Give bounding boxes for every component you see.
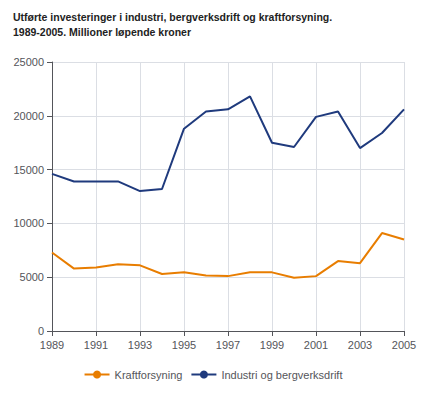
svg-text:1989: 1989 (40, 339, 64, 351)
svg-text:15000: 15000 (13, 164, 44, 176)
svg-text:2003: 2003 (348, 339, 372, 351)
svg-text:0: 0 (38, 325, 44, 337)
svg-text:Industri og bergverksdrift: Industri og bergverksdrift (221, 369, 342, 381)
svg-text:1997: 1997 (216, 339, 240, 351)
svg-text:2001: 2001 (304, 339, 328, 351)
svg-text:Utførte investeringer i indust: Utførte investeringer i industri, bergve… (13, 11, 332, 23)
svg-text:2005: 2005 (392, 339, 416, 351)
svg-text:1989-2005. Millioner løpende k: 1989-2005. Millioner løpende kroner (13, 26, 191, 38)
svg-text:10000: 10000 (13, 217, 44, 229)
svg-text:Kraftforsyning: Kraftforsyning (115, 369, 183, 381)
svg-text:5000: 5000 (20, 271, 44, 283)
svg-text:1995: 1995 (172, 339, 196, 351)
svg-text:1993: 1993 (128, 339, 152, 351)
svg-text:25000: 25000 (13, 56, 44, 68)
svg-text:20000: 20000 (13, 110, 44, 122)
svg-text:1999: 1999 (260, 339, 284, 351)
svg-text:1991: 1991 (84, 339, 108, 351)
